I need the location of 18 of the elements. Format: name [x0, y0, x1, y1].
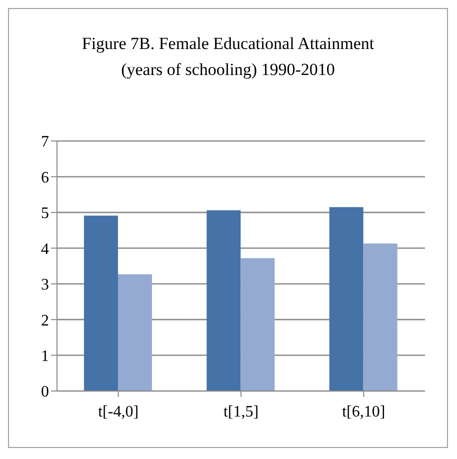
- bar: [206, 210, 241, 391]
- bar: [363, 244, 398, 391]
- bar: [240, 258, 275, 391]
- x-tick-label: t[-4,0]: [98, 403, 139, 420]
- y-tick-label: 7: [41, 134, 49, 151]
- y-tick-label: 1: [41, 348, 49, 365]
- chart-title: Figure 7B. Female Educational Attainment (years of schooling) 1990-2010: [80, 33, 376, 81]
- y-tick-label: 2: [41, 312, 49, 330]
- bar: [118, 274, 152, 391]
- x-tick-label: t[6,10]: [342, 403, 386, 420]
- bar: [329, 207, 364, 391]
- x-tick-label: t[1,5]: [223, 403, 259, 420]
- y-tick-label: 0: [41, 384, 49, 401]
- y-tick-label: 4: [41, 240, 49, 258]
- y-tick-label: 3: [41, 276, 49, 294]
- y-tick-label: 6: [41, 169, 49, 186]
- y-tick-label: 5: [41, 205, 49, 222]
- bar: [84, 216, 118, 391]
